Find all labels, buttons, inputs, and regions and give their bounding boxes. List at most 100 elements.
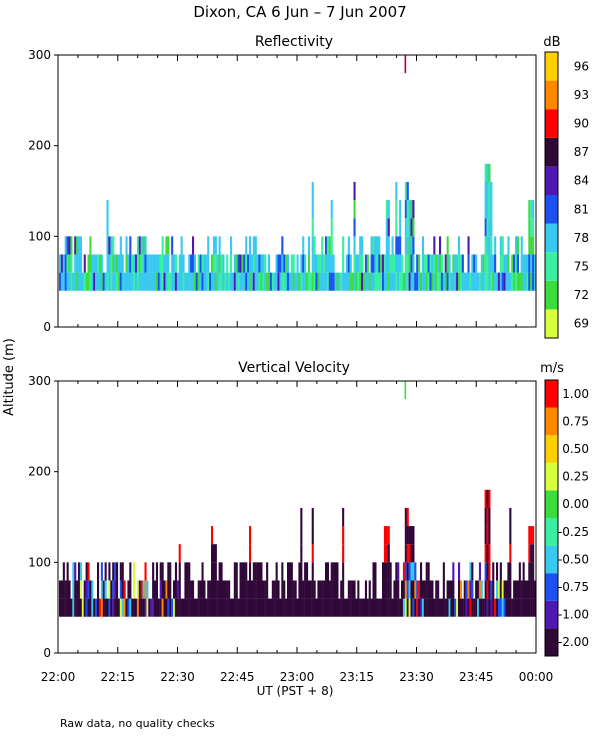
data-cell (469, 580, 472, 599)
data-cell (336, 598, 339, 617)
data-cell (135, 254, 138, 273)
data-cell (319, 598, 322, 617)
data-cell (313, 254, 316, 273)
data-cell (410, 236, 413, 255)
data-cell (212, 544, 215, 563)
data-cell (349, 272, 352, 291)
data-cell (480, 254, 483, 273)
data-cell (490, 200, 493, 219)
data-cell (509, 526, 512, 545)
data-cell (294, 272, 297, 291)
data-cell (477, 598, 480, 617)
data-cell (230, 236, 233, 255)
data-cell (399, 200, 402, 219)
data-cell (114, 272, 117, 291)
data-cell (195, 598, 198, 617)
data-cell (484, 163, 487, 182)
data-cell (372, 562, 375, 581)
data-cell (176, 580, 179, 599)
data-cell (252, 236, 255, 255)
data-cell (311, 562, 314, 581)
data-cell (477, 580, 480, 599)
data-cell (526, 580, 529, 599)
data-cell (402, 598, 405, 617)
data-cell (412, 526, 415, 545)
data-cell (256, 272, 259, 291)
data-cell (66, 598, 69, 617)
data-cell (136, 272, 139, 291)
data-cell (235, 580, 238, 599)
data-cell (323, 580, 326, 599)
data-cell (211, 254, 214, 273)
data-cell (129, 272, 132, 291)
data-cell (311, 526, 314, 545)
data-cell (112, 236, 115, 255)
data-cell (97, 562, 100, 581)
data-cell (72, 580, 75, 599)
data-cell (372, 598, 375, 617)
data-cell (116, 598, 119, 617)
data-cell (165, 598, 168, 617)
data-cell (300, 580, 303, 599)
data-cell (264, 272, 267, 291)
data-cell (484, 200, 487, 219)
data-cell (391, 272, 394, 291)
data-cell (342, 544, 345, 563)
colorbar-label: -1.00 (558, 608, 589, 622)
data-cell (401, 272, 404, 291)
data-cell (484, 562, 487, 581)
data-cell (169, 562, 172, 581)
data-cell (199, 272, 202, 291)
data-cell (165, 254, 168, 273)
data-cell (363, 598, 366, 617)
data-cell (121, 580, 124, 599)
data-cell (408, 598, 411, 617)
data-cell (243, 598, 246, 617)
vertical-velocity-y-axis: 0 100 200 300 (28, 374, 58, 660)
data-cell (484, 544, 487, 563)
data-cell (499, 580, 502, 599)
data-cell (412, 218, 415, 237)
data-cell (298, 272, 301, 291)
data-cell (368, 598, 371, 617)
data-cell (174, 598, 177, 617)
data-cell (366, 598, 369, 617)
data-cell (427, 562, 430, 581)
data-cell (412, 272, 415, 291)
data-cell (268, 272, 271, 291)
data-cell (353, 200, 356, 219)
data-cell (144, 254, 147, 273)
data-cell (342, 236, 345, 255)
data-cell (482, 272, 485, 291)
data-cell (385, 580, 388, 599)
data-cell (397, 598, 400, 617)
data-cell (87, 272, 90, 291)
data-cell (385, 254, 388, 273)
data-cell (241, 272, 244, 291)
data-cell (188, 254, 191, 273)
data-cell (119, 272, 122, 291)
data-cell (342, 272, 345, 291)
data-cell (112, 580, 115, 599)
data-cell (345, 272, 348, 291)
data-cell (209, 598, 212, 617)
data-cell (159, 562, 162, 581)
data-cell (395, 598, 398, 617)
data-cell (254, 580, 257, 599)
data-cell (142, 580, 145, 599)
data-cell (393, 254, 396, 273)
data-cell (484, 254, 487, 273)
data-cell (374, 598, 377, 617)
y-tick-label: 200 (28, 139, 51, 153)
data-cell (235, 254, 238, 273)
data-cell (121, 562, 124, 581)
data-cell (192, 254, 195, 273)
data-cell (532, 254, 535, 273)
data-cell (218, 562, 221, 581)
data-cell (62, 254, 65, 273)
data-cell (95, 598, 98, 617)
data-cell (304, 254, 307, 273)
data-cell (370, 272, 373, 291)
data-cell (364, 272, 367, 291)
data-cell (237, 272, 240, 291)
